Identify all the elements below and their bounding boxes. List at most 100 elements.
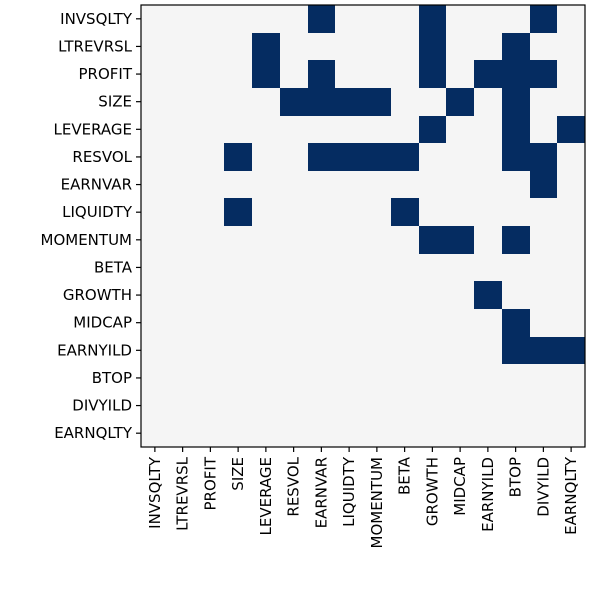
heatmap-cell-invsqlty-resvol xyxy=(280,5,308,33)
heatmap-cell-size-earnqlty xyxy=(557,88,585,116)
heatmap-cell-leverage-beta xyxy=(391,116,419,143)
heatmap-cell-earnyild-leverage xyxy=(252,337,280,364)
heatmap-cell-momentum-liquidty xyxy=(335,226,363,254)
heatmap-cell-invsqlty-earnvar xyxy=(308,5,335,33)
heatmap-cell-beta-midcap xyxy=(446,254,474,281)
heatmap-cell-btop-ltrevrsl xyxy=(169,364,197,392)
heatmap-cell-invsqlty-beta xyxy=(391,5,419,33)
heatmap-cell-earnqlty-divyild xyxy=(530,419,557,447)
heatmap-cell-midcap-invsqlty xyxy=(141,309,169,337)
heatmap-cell-midcap-btop xyxy=(502,309,530,337)
heatmap-cell-profit-earnqlty xyxy=(557,60,585,88)
heatmap-cell-earnvar-earnvar xyxy=(308,171,335,198)
heatmap-cell-invsqlty-size xyxy=(224,5,252,33)
heatmap-cell-momentum-earnqlty xyxy=(557,226,585,254)
heatmap-cell-earnvar-divyild xyxy=(530,171,557,198)
x-tick-label-earnyild: EARNYILD xyxy=(479,457,497,532)
heatmap-cell-midcap-ltrevrsl xyxy=(169,309,197,337)
heatmap-cell-divyild-earnvar xyxy=(308,392,335,419)
y-tick-label-invsqlty: INVSQLTY xyxy=(60,10,133,28)
heatmap-cell-profit-profit xyxy=(197,60,224,88)
heatmap-cell-momentum-beta xyxy=(391,226,419,254)
heatmap-cell-resvol-beta xyxy=(391,143,419,171)
heatmap-cell-leverage-ltrevrsl xyxy=(169,116,197,143)
heatmap-cell-divyild-earnyild xyxy=(474,392,502,419)
heatmap-cell-midcap-midcap xyxy=(446,309,474,337)
heatmap-cell-growth-earnqlty xyxy=(557,281,585,309)
heatmap-cell-liquidty-invsqlty xyxy=(141,198,169,226)
y-tick-label-earnvar: EARNVAR xyxy=(61,176,132,194)
heatmap-cell-divyild-resvol xyxy=(280,392,308,419)
heatmap-cell-earnvar-liquidty xyxy=(335,171,363,198)
heatmap-cell-liquidty-leverage xyxy=(252,198,280,226)
heatmap-cell-growth-beta xyxy=(391,281,419,309)
heatmap-cell-resvol-momentum xyxy=(363,143,391,171)
heatmap-cell-profit-invsqlty xyxy=(141,60,169,88)
x-tick-label-earnqlty: EARNQLTY xyxy=(562,456,580,535)
heatmap-cell-profit-ltrevrsl xyxy=(169,60,197,88)
heatmap-cell-growth-divyild xyxy=(530,281,557,309)
heatmap-cell-size-beta xyxy=(391,88,419,116)
heatmap-cell-earnvar-midcap xyxy=(446,171,474,198)
heatmap-cell-midcap-size xyxy=(224,309,252,337)
y-tick-label-earnyild: EARNYILD xyxy=(57,341,132,359)
heatmap-cell-liquidty-liquidty xyxy=(335,198,363,226)
heatmap-cell-midcap-growth xyxy=(419,309,446,337)
heatmap-cell-leverage-earnyild xyxy=(474,116,502,143)
x-tick-label-invsqlty: INVSQLTY xyxy=(146,456,164,529)
x-tick-label-btop: BTOP xyxy=(507,457,525,497)
heatmap-cell-earnyild-resvol xyxy=(280,337,308,364)
heatmap-cell-beta-size xyxy=(224,254,252,281)
heatmap-cell-resvol-btop xyxy=(502,143,530,171)
heatmap-cell-liquidty-profit xyxy=(197,198,224,226)
heatmap-cell-ltrevrsl-growth xyxy=(419,33,446,60)
heatmap-cell-earnyild-profit xyxy=(197,337,224,364)
heatmap-cell-btop-growth xyxy=(419,364,446,392)
heatmap-cell-leverage-resvol xyxy=(280,116,308,143)
heatmap-cell-size-midcap xyxy=(446,88,474,116)
heatmap-cell-btop-earnyild xyxy=(474,364,502,392)
heatmap-cell-ltrevrsl-invsqlty xyxy=(141,33,169,60)
heatmap-cell-beta-invsqlty xyxy=(141,254,169,281)
heatmap-cell-profit-momentum xyxy=(363,60,391,88)
heatmap-cell-size-momentum xyxy=(363,88,391,116)
heatmap-cell-liquidty-beta xyxy=(391,198,419,226)
heatmap-cell-invsqlty-profit xyxy=(197,5,224,33)
heatmap-cell-ltrevrsl-midcap xyxy=(446,33,474,60)
y-tick-label-growth: GROWTH xyxy=(63,286,132,304)
x-tick-label-growth: GROWTH xyxy=(423,457,441,526)
heatmap-cell-btop-earnvar xyxy=(308,364,335,392)
heatmap-cell-earnyild-ltrevrsl xyxy=(169,337,197,364)
plot-border xyxy=(140,4,586,448)
heatmap-cell-divyild-size xyxy=(224,392,252,419)
heatmap-cell-beta-growth xyxy=(419,254,446,281)
heatmap-cell-earnyild-beta xyxy=(391,337,419,364)
heatmap-cell-invsqlty-leverage xyxy=(252,5,280,33)
heatmap-cell-earnqlty-ltrevrsl xyxy=(169,419,197,447)
heatmap-cell-earnvar-size xyxy=(224,171,252,198)
heatmap-cell-resvol-earnvar xyxy=(308,143,335,171)
heatmap-cell-earnqlty-earnyild xyxy=(474,419,502,447)
heatmap-cell-leverage-leverage xyxy=(252,116,280,143)
heatmap-cell-liquidty-earnyild xyxy=(474,198,502,226)
heatmap-cell-liquidty-size xyxy=(224,198,252,226)
heatmap-cell-size-earnvar xyxy=(308,88,335,116)
y-tick-label-profit: PROFIT xyxy=(79,65,133,83)
heatmap-cell-resvol-leverage xyxy=(252,143,280,171)
heatmap-cell-size-profit xyxy=(197,88,224,116)
heatmap-cell-midcap-liquidty xyxy=(335,309,363,337)
heatmap-cell-earnyild-midcap xyxy=(446,337,474,364)
heatmap-cell-size-leverage xyxy=(252,88,280,116)
heatmap-cell-earnvar-invsqlty xyxy=(141,171,169,198)
heatmap-cell-earnvar-earnyild xyxy=(474,171,502,198)
heatmap-cell-growth-invsqlty xyxy=(141,281,169,309)
heatmap-cell-size-ltrevrsl xyxy=(169,88,197,116)
heatmap-cell-earnvar-leverage xyxy=(252,171,280,198)
heatmap-cell-invsqlty-divyild xyxy=(530,5,557,33)
heatmap-cell-size-liquidty xyxy=(335,88,363,116)
heatmap-cell-earnqlty-profit xyxy=(197,419,224,447)
x-tick-label-momentum: MOMENTUM xyxy=(368,457,386,548)
heatmap-cell-liquidty-btop xyxy=(502,198,530,226)
heatmap-cell-divyild-btop xyxy=(502,392,530,419)
heatmap-cell-momentum-invsqlty xyxy=(141,226,169,254)
